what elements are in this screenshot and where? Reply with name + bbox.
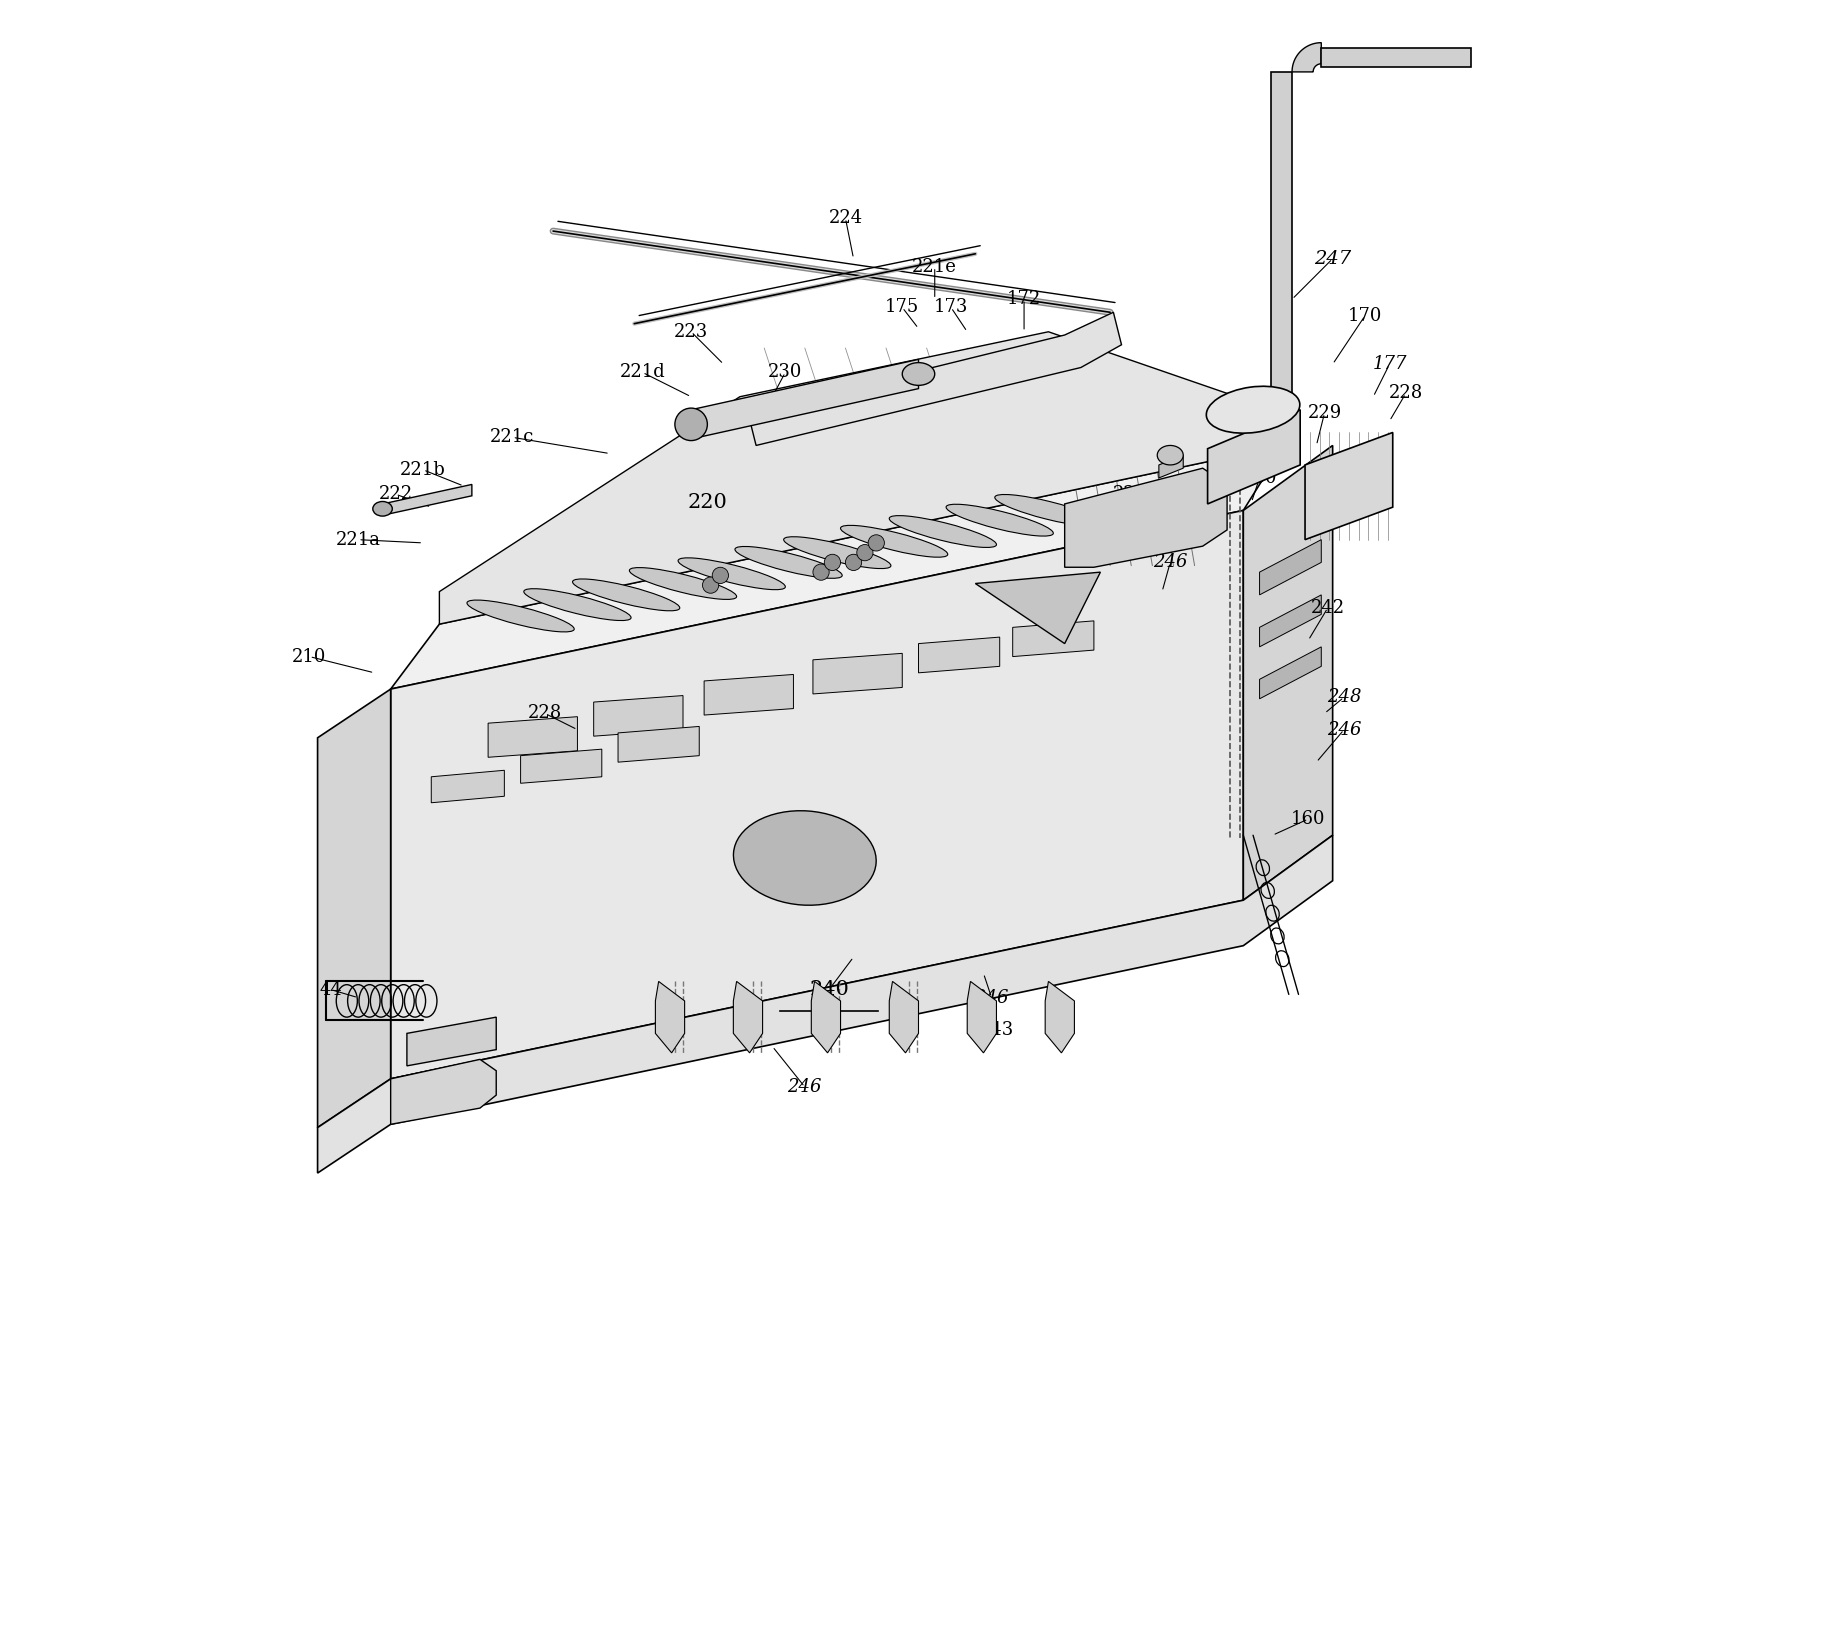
Circle shape bbox=[845, 554, 862, 570]
Polygon shape bbox=[382, 485, 472, 516]
Polygon shape bbox=[748, 313, 1122, 446]
Text: 172: 172 bbox=[1007, 290, 1042, 308]
Polygon shape bbox=[889, 981, 918, 1053]
Polygon shape bbox=[391, 1060, 496, 1124]
Text: 221e: 221e bbox=[913, 257, 957, 275]
Ellipse shape bbox=[1207, 387, 1301, 432]
Polygon shape bbox=[656, 981, 685, 1053]
Circle shape bbox=[856, 544, 873, 560]
Text: 220: 220 bbox=[687, 493, 727, 511]
Polygon shape bbox=[439, 333, 1284, 624]
Text: 229: 229 bbox=[1308, 405, 1341, 423]
Polygon shape bbox=[812, 981, 841, 1053]
Polygon shape bbox=[1244, 446, 1332, 901]
Text: 222: 222 bbox=[378, 485, 413, 503]
Polygon shape bbox=[1304, 432, 1392, 539]
Polygon shape bbox=[617, 726, 700, 762]
Polygon shape bbox=[391, 511, 1244, 1079]
Text: 44: 44 bbox=[320, 981, 342, 999]
Text: 240: 240 bbox=[810, 980, 849, 999]
Text: 246: 246 bbox=[788, 1078, 823, 1096]
Text: 230: 230 bbox=[768, 364, 803, 382]
Text: 224: 224 bbox=[828, 210, 863, 228]
Text: 225: 225 bbox=[1113, 485, 1146, 503]
Ellipse shape bbox=[630, 568, 737, 600]
Polygon shape bbox=[1260, 647, 1321, 699]
Text: 177: 177 bbox=[1372, 355, 1407, 373]
Polygon shape bbox=[691, 359, 918, 439]
Polygon shape bbox=[593, 696, 683, 735]
Text: 246: 246 bbox=[1326, 721, 1361, 739]
Text: 223: 223 bbox=[674, 323, 709, 341]
Polygon shape bbox=[1045, 981, 1075, 1053]
Polygon shape bbox=[1291, 43, 1321, 72]
Text: 160: 160 bbox=[1291, 811, 1326, 827]
Ellipse shape bbox=[373, 501, 393, 516]
Polygon shape bbox=[520, 749, 603, 783]
Polygon shape bbox=[1065, 468, 1227, 567]
Ellipse shape bbox=[674, 408, 707, 441]
Ellipse shape bbox=[524, 588, 632, 621]
Circle shape bbox=[713, 567, 729, 583]
Text: 228: 228 bbox=[527, 704, 562, 722]
Text: 247: 247 bbox=[1313, 249, 1352, 267]
Polygon shape bbox=[733, 981, 762, 1053]
Text: 248: 248 bbox=[1326, 688, 1361, 706]
Ellipse shape bbox=[733, 811, 876, 906]
Ellipse shape bbox=[467, 600, 575, 632]
Ellipse shape bbox=[678, 559, 786, 590]
Text: 245: 245 bbox=[1007, 583, 1042, 601]
Ellipse shape bbox=[1157, 446, 1183, 465]
Polygon shape bbox=[408, 1017, 496, 1066]
Text: 227: 227 bbox=[1100, 514, 1133, 532]
Circle shape bbox=[702, 577, 718, 593]
Text: 210: 210 bbox=[292, 647, 327, 665]
Ellipse shape bbox=[841, 526, 948, 557]
Polygon shape bbox=[1321, 48, 1471, 67]
Text: 221a: 221a bbox=[336, 531, 380, 549]
Text: 221b: 221b bbox=[400, 460, 446, 478]
Text: 246: 246 bbox=[974, 989, 1009, 1007]
Polygon shape bbox=[968, 981, 996, 1053]
Polygon shape bbox=[432, 770, 505, 803]
Text: 246: 246 bbox=[1154, 554, 1187, 572]
Text: 243: 243 bbox=[979, 1020, 1014, 1038]
Text: 160: 160 bbox=[1242, 468, 1277, 486]
Polygon shape bbox=[918, 637, 999, 673]
Ellipse shape bbox=[784, 537, 891, 568]
Polygon shape bbox=[1260, 595, 1321, 647]
Text: 228: 228 bbox=[1389, 385, 1424, 403]
Ellipse shape bbox=[889, 516, 996, 547]
Ellipse shape bbox=[573, 578, 680, 611]
Ellipse shape bbox=[735, 547, 841, 578]
Ellipse shape bbox=[902, 362, 935, 385]
Polygon shape bbox=[1207, 410, 1301, 505]
Text: 170: 170 bbox=[1348, 306, 1381, 324]
Text: 175: 175 bbox=[885, 298, 918, 316]
Polygon shape bbox=[704, 675, 794, 716]
Polygon shape bbox=[318, 690, 391, 1127]
Text: 242: 242 bbox=[1312, 600, 1345, 618]
Polygon shape bbox=[814, 654, 902, 695]
Circle shape bbox=[814, 563, 828, 580]
Ellipse shape bbox=[946, 505, 1053, 536]
Polygon shape bbox=[1159, 455, 1183, 478]
Polygon shape bbox=[318, 835, 1332, 1173]
Ellipse shape bbox=[996, 495, 1102, 526]
Circle shape bbox=[825, 554, 841, 570]
Polygon shape bbox=[1271, 72, 1291, 396]
Text: 241: 241 bbox=[417, 1045, 452, 1063]
Text: 221c: 221c bbox=[490, 428, 535, 446]
Circle shape bbox=[869, 534, 884, 550]
Text: 221d: 221d bbox=[619, 364, 665, 382]
Polygon shape bbox=[975, 572, 1100, 644]
Polygon shape bbox=[489, 717, 577, 757]
Polygon shape bbox=[1012, 621, 1093, 657]
Polygon shape bbox=[391, 446, 1284, 690]
Text: 173: 173 bbox=[933, 298, 968, 316]
Polygon shape bbox=[1260, 539, 1321, 595]
